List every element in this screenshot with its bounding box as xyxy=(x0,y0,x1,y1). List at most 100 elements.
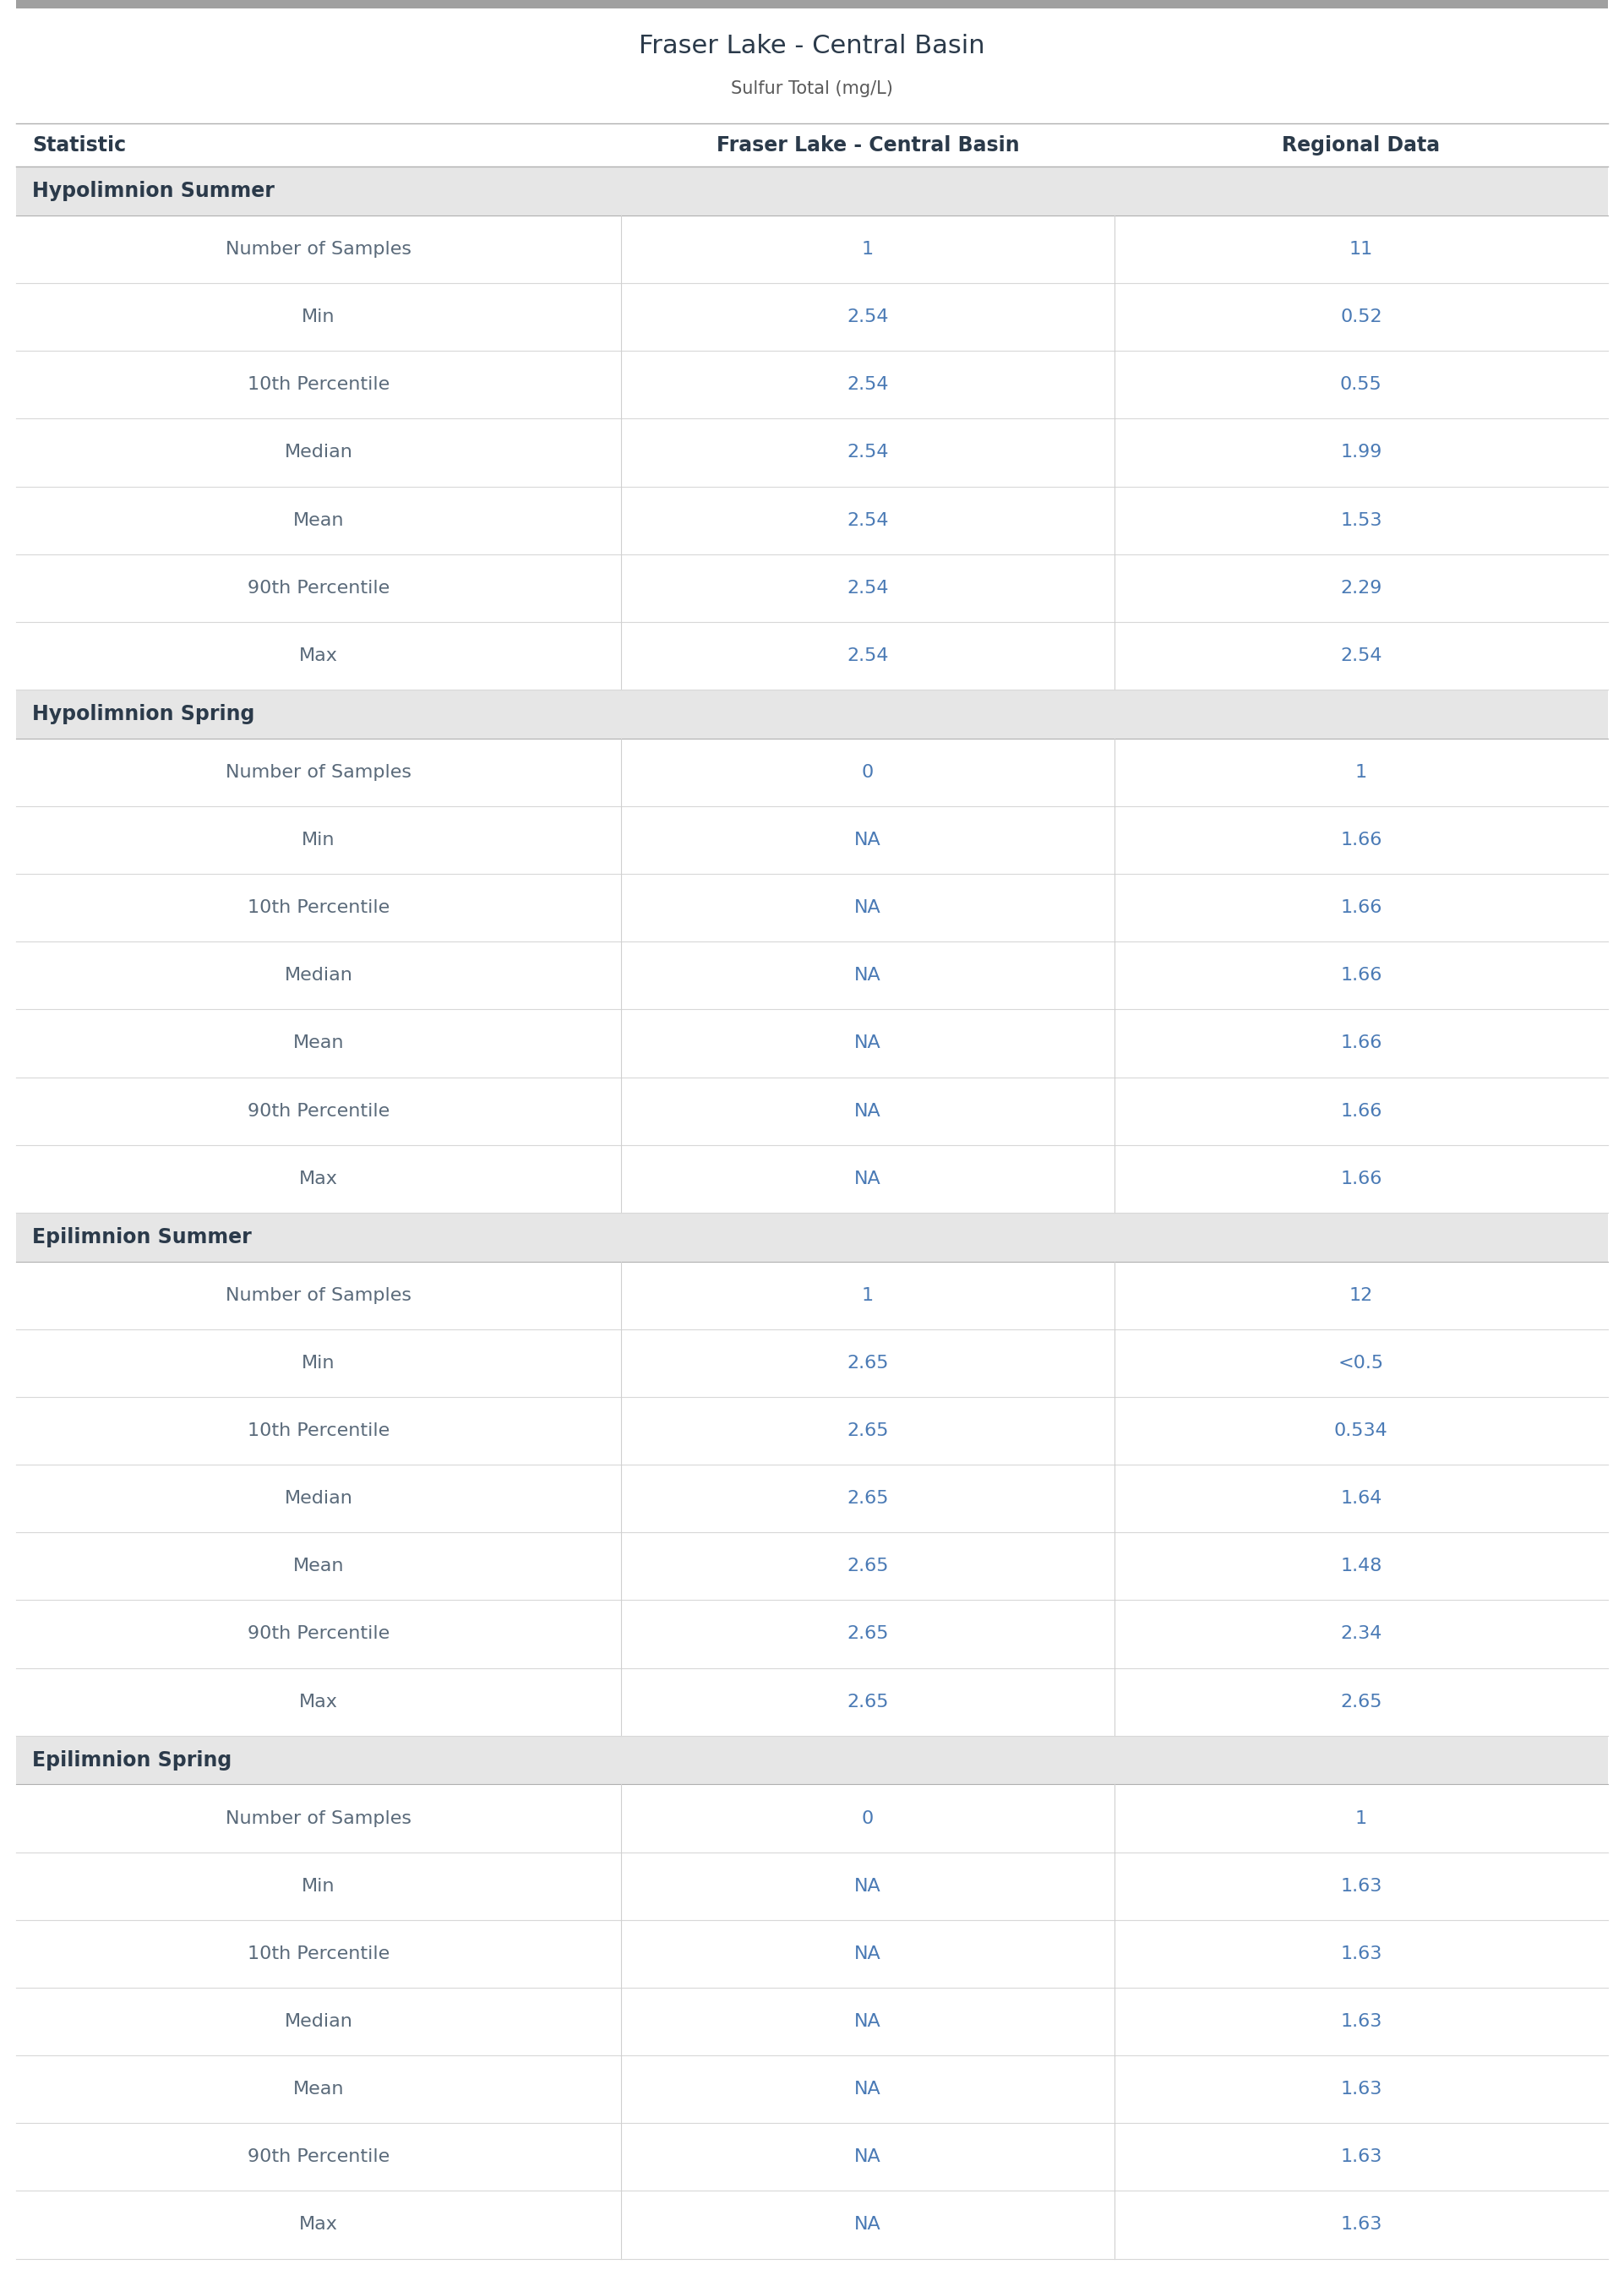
Text: <0.5: <0.5 xyxy=(1338,1355,1384,1371)
Text: 1.66: 1.66 xyxy=(1340,1171,1382,1187)
Text: 2.54: 2.54 xyxy=(1340,647,1382,665)
Text: Max: Max xyxy=(299,2216,338,2234)
Text: 1.66: 1.66 xyxy=(1340,899,1382,917)
Text: Epilimnion Spring: Epilimnion Spring xyxy=(32,1750,232,1771)
Text: Mean: Mean xyxy=(292,2082,344,2097)
Text: Min: Min xyxy=(302,309,335,325)
Text: 1.66: 1.66 xyxy=(1340,1103,1382,1119)
Text: NA: NA xyxy=(854,1877,882,1895)
Text: 1.63: 1.63 xyxy=(1340,2150,1382,2166)
Text: Hypolimnion Summer: Hypolimnion Summer xyxy=(32,182,274,202)
Text: 1.53: 1.53 xyxy=(1340,511,1382,529)
Text: Statistic: Statistic xyxy=(32,134,127,154)
Text: 2.54: 2.54 xyxy=(846,579,888,597)
Bar xyxy=(16,1668,1608,1737)
Text: 11: 11 xyxy=(1350,241,1372,259)
Bar xyxy=(16,216,1608,284)
Text: 1.66: 1.66 xyxy=(1340,831,1382,849)
Text: 2.65: 2.65 xyxy=(1340,1693,1382,1709)
Bar xyxy=(16,2191,1608,2259)
Text: 90th Percentile: 90th Percentile xyxy=(247,579,390,597)
Text: Median: Median xyxy=(284,2013,352,2029)
Bar xyxy=(16,1852,1608,1920)
Text: Sulfur Total (mg/L): Sulfur Total (mg/L) xyxy=(731,79,893,98)
Bar xyxy=(16,418,1608,486)
Text: NA: NA xyxy=(854,831,882,849)
Text: Number of Samples: Number of Samples xyxy=(226,1287,411,1303)
Text: Mean: Mean xyxy=(292,1035,344,1051)
Text: Median: Median xyxy=(284,1489,352,1507)
Text: Number of Samples: Number of Samples xyxy=(226,1809,411,1827)
Text: 2.65: 2.65 xyxy=(846,1355,888,1371)
Bar xyxy=(16,2054,1608,2122)
Text: NA: NA xyxy=(854,899,882,917)
Text: 1: 1 xyxy=(862,1287,874,1303)
Text: NA: NA xyxy=(854,1035,882,1051)
Text: 2.65: 2.65 xyxy=(846,1557,888,1575)
Bar xyxy=(16,1010,1608,1078)
Text: 10th Percentile: 10th Percentile xyxy=(247,1423,390,1439)
Bar xyxy=(16,622,1608,690)
Text: 0.534: 0.534 xyxy=(1335,1423,1389,1439)
Text: 90th Percentile: 90th Percentile xyxy=(247,1625,390,1643)
Text: 2.54: 2.54 xyxy=(846,445,888,461)
Bar xyxy=(16,1078,1608,1144)
Text: NA: NA xyxy=(854,2082,882,2097)
Text: Median: Median xyxy=(284,445,352,461)
Bar xyxy=(16,9,1608,123)
Text: Max: Max xyxy=(299,647,338,665)
Text: Min: Min xyxy=(302,1355,335,1371)
Text: 1.63: 1.63 xyxy=(1340,1877,1382,1895)
Text: 0.55: 0.55 xyxy=(1340,377,1382,393)
Text: 2.65: 2.65 xyxy=(846,1693,888,1709)
Bar xyxy=(16,738,1608,806)
Text: 2.54: 2.54 xyxy=(846,377,888,393)
Bar xyxy=(16,486,1608,554)
Text: 90th Percentile: 90th Percentile xyxy=(247,1103,390,1119)
Text: Min: Min xyxy=(302,1877,335,1895)
Text: 2.54: 2.54 xyxy=(846,309,888,325)
Bar xyxy=(16,2122,1608,2191)
Text: 10th Percentile: 10th Percentile xyxy=(247,1945,390,1961)
Bar xyxy=(16,1212,1608,1262)
Bar xyxy=(16,352,1608,418)
Text: 1: 1 xyxy=(1354,1809,1367,1827)
Text: 12: 12 xyxy=(1350,1287,1372,1303)
Text: 2.29: 2.29 xyxy=(1340,579,1382,597)
Text: Number of Samples: Number of Samples xyxy=(226,241,411,259)
Text: Epilimnion Summer: Epilimnion Summer xyxy=(32,1226,252,1246)
Bar xyxy=(16,1737,1608,1784)
Text: 1: 1 xyxy=(862,241,874,259)
Bar xyxy=(16,284,1608,352)
Text: 2.65: 2.65 xyxy=(846,1625,888,1643)
Text: Regional Data: Regional Data xyxy=(1281,134,1440,154)
Bar xyxy=(16,806,1608,874)
Bar xyxy=(16,690,1608,738)
Text: Fraser Lake - Central Basin: Fraser Lake - Central Basin xyxy=(716,134,1020,154)
Bar xyxy=(16,0,1608,9)
Text: Number of Samples: Number of Samples xyxy=(226,763,411,781)
Bar xyxy=(16,1784,1608,1852)
Bar xyxy=(16,1532,1608,1600)
Text: 0.52: 0.52 xyxy=(1340,309,1382,325)
Text: 2.65: 2.65 xyxy=(846,1423,888,1439)
Text: NA: NA xyxy=(854,1171,882,1187)
Text: 1.99: 1.99 xyxy=(1340,445,1382,461)
Bar xyxy=(16,554,1608,622)
Text: 0: 0 xyxy=(862,1809,874,1827)
Bar xyxy=(16,1262,1608,1330)
Text: Max: Max xyxy=(299,1693,338,1709)
Text: NA: NA xyxy=(854,2150,882,2166)
Text: Min: Min xyxy=(302,831,335,849)
Bar xyxy=(16,1330,1608,1396)
Text: 1.63: 1.63 xyxy=(1340,2013,1382,2029)
Bar xyxy=(16,874,1608,942)
Text: 1.66: 1.66 xyxy=(1340,1035,1382,1051)
Text: 2.65: 2.65 xyxy=(846,1489,888,1507)
Bar xyxy=(16,1396,1608,1464)
Text: Mean: Mean xyxy=(292,1557,344,1575)
Text: Fraser Lake - Central Basin: Fraser Lake - Central Basin xyxy=(638,34,986,59)
Bar xyxy=(16,166,1608,216)
Text: 1.66: 1.66 xyxy=(1340,967,1382,983)
Bar xyxy=(16,1920,1608,1989)
